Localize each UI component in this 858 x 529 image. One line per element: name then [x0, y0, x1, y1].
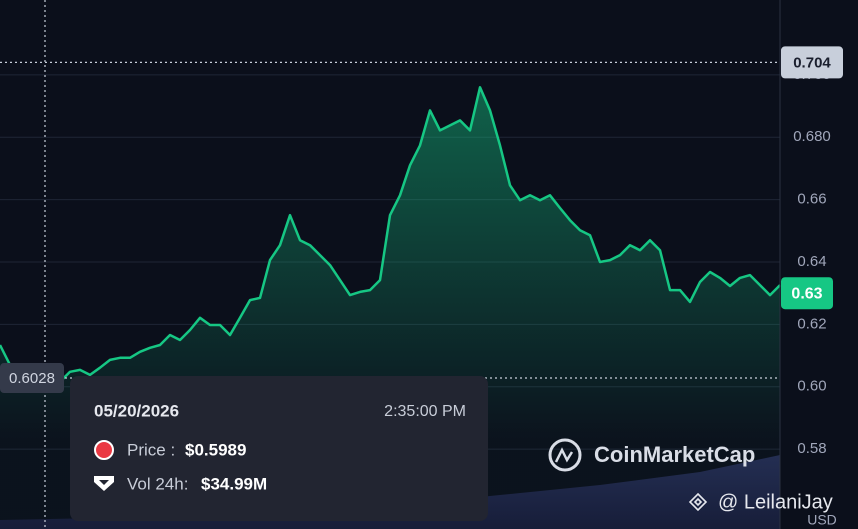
tooltip-volume: $34.99M — [201, 474, 267, 493]
y-tick-label: 0.62 — [797, 315, 826, 332]
y-tick-label: 0.66 — [797, 191, 826, 208]
credit-icon — [688, 492, 708, 512]
crosshair-box — [0, 363, 64, 394]
brand: CoinMarketCap — [548, 438, 755, 472]
brand-logo — [548, 438, 582, 472]
tooltip: 05/20/2026 2:35:00 PM Price : $0.5989 Vo… — [70, 376, 488, 521]
tooltip-price: $0.5989 — [185, 440, 246, 459]
last-price-box — [781, 277, 833, 310]
tooltip-price-label: Price : — [127, 440, 175, 459]
unit-label: USD — [807, 512, 837, 528]
credit: @ LeilaniJay — [688, 491, 833, 513]
tooltip-date: 05/20/2026 — [94, 401, 179, 420]
tooltip-time: 2:35:00 PM — [384, 403, 466, 420]
crosshair-label: 0.6028 — [9, 370, 55, 387]
brand-logo-mark — [554, 447, 574, 463]
brand-name: CoinMarketCap — [594, 442, 755, 467]
last-price-label: 0.63 — [791, 285, 822, 302]
volume-area — [0, 455, 780, 529]
high-marker-label: 0.704 — [793, 54, 831, 71]
tooltip-box — [70, 376, 488, 521]
credit-text: @ LeilaniJay — [718, 491, 833, 513]
price-icon — [94, 440, 114, 460]
price-line — [0, 86, 781, 393]
y-tick-label: 0.680 — [793, 128, 831, 145]
y-tick-label: 0.60 — [797, 378, 826, 395]
y-tick-label: 0.58 — [797, 440, 826, 457]
volume-icon-inner — [99, 480, 109, 485]
tooltip-volume-label: Vol 24h: — [127, 474, 188, 493]
high-marker-box — [781, 46, 843, 79]
y-tick-label: 0.64 — [797, 253, 826, 270]
